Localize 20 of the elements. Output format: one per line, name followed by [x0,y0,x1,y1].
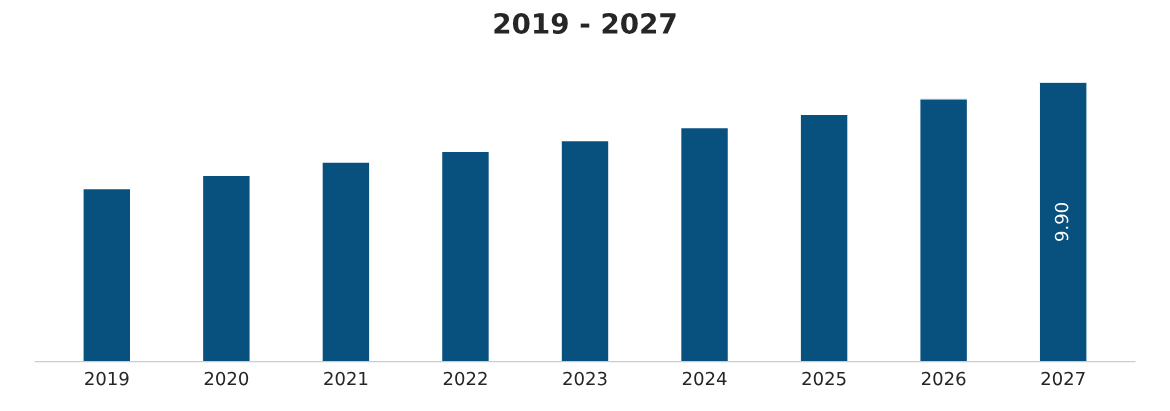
x-tick-label: 2027 [1041,371,1085,386]
bar [799,113,849,362]
x-tick-label: 2025 [802,371,846,386]
bar [321,161,371,362]
x-tick-label: 2024 [682,371,727,386]
data-label: 9.90 [1054,203,1069,241]
bar [440,150,491,362]
x-tick-label: 2021 [324,371,368,386]
bar [919,98,969,362]
bar [560,139,610,362]
bar [679,126,730,362]
x-tick-label: 2019 [85,371,129,386]
x-tick-label: 2022 [443,371,487,386]
chart-title: 2019 - 2027 [494,12,676,34]
x-tick-label: 2020 [204,371,249,386]
x-tick-label: 2026 [921,371,966,386]
x-tick-label: 2023 [563,371,607,386]
bar [82,187,132,362]
bar [201,174,251,362]
bar [1038,82,1088,362]
